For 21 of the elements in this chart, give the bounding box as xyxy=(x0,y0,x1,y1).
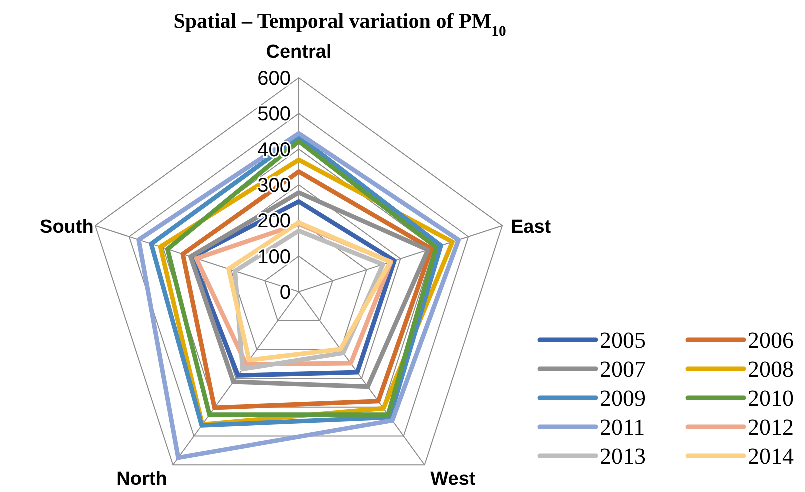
legend-label: 2008 xyxy=(748,357,794,382)
y-tick-label: 500 xyxy=(258,104,291,126)
y-tick-label: 100 xyxy=(258,246,291,268)
chart-title: Spatial – Temporal variation of PM$_{10}$ xyxy=(174,9,506,40)
spoke-label: South xyxy=(40,216,94,238)
legend-label: 2005 xyxy=(600,328,646,353)
legend-label: 2006 xyxy=(748,328,794,353)
legend-label: 2009 xyxy=(600,386,646,411)
legend-label: 2013 xyxy=(600,444,646,469)
spoke-label: East xyxy=(510,216,552,238)
y-tick-label: 600 xyxy=(258,68,291,90)
legend-label: 2010 xyxy=(748,386,794,411)
legend-label: 2007 xyxy=(600,357,646,382)
y-tick-label: 0 xyxy=(280,282,291,304)
legend-label: 2014 xyxy=(748,444,794,469)
y-tick-label: 200 xyxy=(258,210,291,233)
legend-label: 2012 xyxy=(748,415,794,440)
legend-label: 2011 xyxy=(600,415,646,440)
spoke-label: North xyxy=(116,469,168,490)
spoke-label: West xyxy=(430,469,476,490)
spoke-label: Central xyxy=(266,42,332,63)
